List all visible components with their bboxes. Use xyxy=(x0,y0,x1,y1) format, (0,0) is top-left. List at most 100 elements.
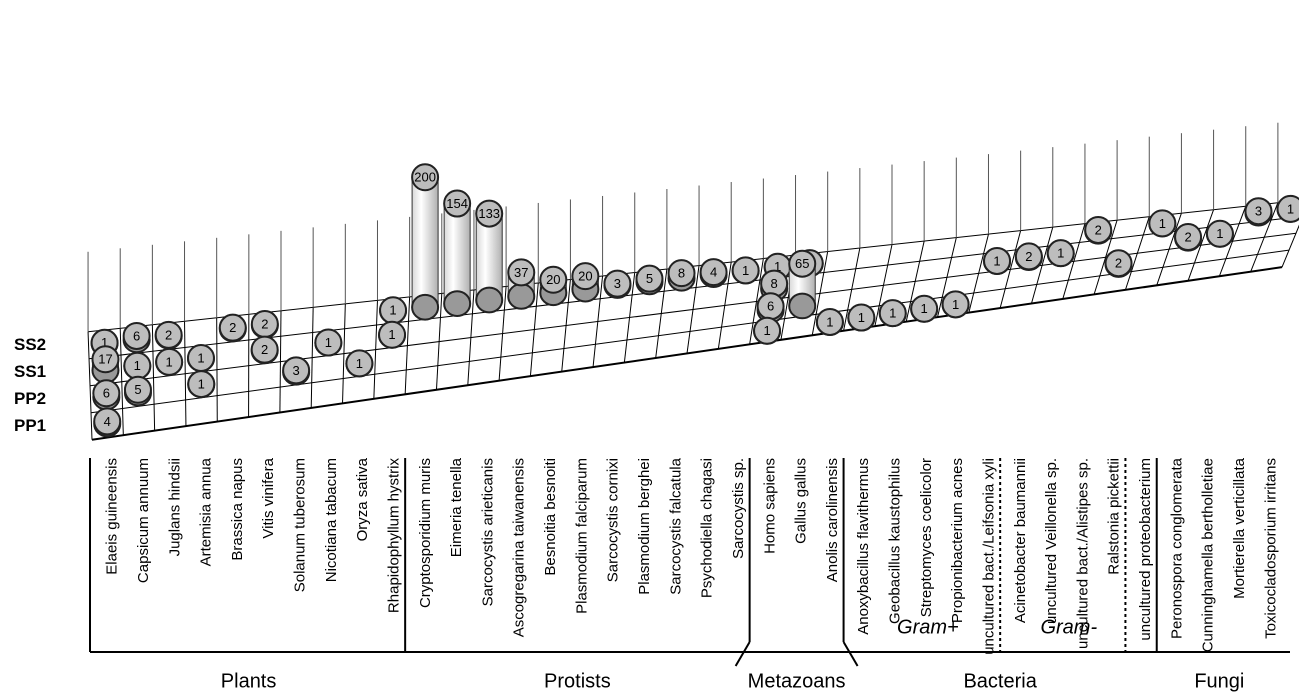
cylinder-top xyxy=(282,356,311,385)
grid-col-line xyxy=(1093,220,1118,295)
grid-col-line xyxy=(968,233,989,313)
category-label: Anoxybacillus flavithermus xyxy=(855,458,872,635)
cylinder-top xyxy=(815,307,844,336)
cylinder-top xyxy=(910,294,939,323)
grid-col-line xyxy=(686,265,700,354)
cylinder-top xyxy=(1276,194,1299,223)
category-label: Cryptosporidium muris xyxy=(417,458,434,608)
category-label: Toxicocladosporium irritans xyxy=(1262,458,1279,639)
cylinder-top xyxy=(1174,222,1203,251)
cylinder-top xyxy=(411,163,440,192)
cylinder-top xyxy=(699,258,728,287)
row-label: SS2 xyxy=(14,335,46,354)
cylinder-base xyxy=(475,286,504,314)
data-label: 1 xyxy=(889,306,896,321)
grid-col-line xyxy=(905,240,925,322)
data-label: 65 xyxy=(795,256,809,271)
cylinder-top xyxy=(571,262,600,291)
cylinder-base xyxy=(788,292,817,320)
category-label: uncultured proteobacterium xyxy=(1137,458,1154,641)
row-label: PP2 xyxy=(14,389,46,408)
category-label: Sarcocystis cornixi xyxy=(605,458,622,582)
cylinder-top xyxy=(91,345,120,374)
data-label: 1 xyxy=(826,314,833,329)
grid-col-line xyxy=(592,275,604,368)
cylinder-top xyxy=(941,290,970,319)
category-label: Acinetobacter baumannii xyxy=(1012,458,1029,623)
data-label: 2 xyxy=(165,327,172,342)
cylinder-base xyxy=(411,293,440,321)
data-label: 3 xyxy=(614,276,621,291)
category-label: Solanum tuberosum xyxy=(292,458,309,592)
category-label: Gallus gallus xyxy=(793,458,810,544)
grid-col-line xyxy=(1250,202,1279,272)
data-label: 1 xyxy=(134,358,141,373)
grid-col-line xyxy=(216,317,218,422)
data-label: 6 xyxy=(133,328,140,343)
category-label: Eimeria tenella xyxy=(448,457,465,557)
data-label: 1 xyxy=(1287,201,1294,216)
cylinder-top xyxy=(788,249,817,278)
data-label: 37 xyxy=(514,265,528,280)
category-label: Nicotiana tabacum xyxy=(323,458,340,582)
row-label: SS1 xyxy=(14,362,46,381)
cylinder-top xyxy=(93,407,122,436)
group-label: Bacteria xyxy=(963,670,1037,692)
grid-col-line xyxy=(999,230,1022,309)
grid-col-line xyxy=(373,300,378,399)
data-label: 2 xyxy=(261,342,268,357)
data-label: 8 xyxy=(771,276,778,291)
cylinder-top xyxy=(983,246,1012,275)
category-label: Plasmodium berghei xyxy=(636,458,653,595)
category-label: uncultured bact./Alistipes sp. xyxy=(1074,458,1091,649)
bracket-tick xyxy=(734,641,751,667)
category-label: Homo sapiens xyxy=(761,458,778,554)
front-edge xyxy=(91,266,1283,441)
bracket-tick xyxy=(842,641,859,667)
grid-col-line xyxy=(87,331,93,440)
category-label: Ascogregarina taiwanensis xyxy=(511,458,528,637)
cylinder-top xyxy=(314,328,343,357)
group-label: Protists xyxy=(544,670,611,692)
data-label: 2 xyxy=(1025,249,1032,264)
cylinder-top xyxy=(1084,215,1113,244)
grid-col-line xyxy=(498,286,507,381)
grid-col-line xyxy=(1156,213,1182,286)
data-label: 1 xyxy=(921,301,928,316)
grid-col-line xyxy=(1187,209,1215,281)
cylinder-top xyxy=(667,259,696,288)
category-label: Streptomyces coelicolor xyxy=(918,458,935,617)
cylinder-top xyxy=(250,335,279,364)
grid-col-line xyxy=(937,237,957,318)
category-label: Capsicum annuum xyxy=(135,458,152,583)
grid-col-line xyxy=(1030,226,1054,304)
data-label: 2 xyxy=(229,320,236,335)
grid-col-line xyxy=(749,258,764,345)
data-label: 1 xyxy=(101,335,108,350)
category-label: Besnoitia besnoiti xyxy=(542,458,559,576)
data-label: 1 xyxy=(742,263,749,278)
grid-col-line xyxy=(119,328,124,436)
grid-col-line xyxy=(342,303,346,404)
data-label: 1 xyxy=(952,297,959,312)
cylinder-top xyxy=(1046,239,1075,268)
cylinder-top xyxy=(123,375,152,404)
grid-col-line xyxy=(529,282,539,377)
data-label: 133 xyxy=(478,206,500,221)
cylinder-base xyxy=(507,283,536,310)
data-label: 1 xyxy=(1216,226,1223,241)
cylinder-top xyxy=(539,265,568,294)
row-label: PP1 xyxy=(14,416,46,435)
data-label: 2 xyxy=(1115,256,1122,271)
cylinder-base xyxy=(443,290,472,317)
cylinder-top xyxy=(443,189,472,218)
data-label: 5 xyxy=(134,382,141,397)
data-label: 3 xyxy=(293,363,300,378)
category-label: Plasmodium falciparum xyxy=(573,458,590,614)
category-label: Ralstonia pickettii xyxy=(1106,458,1123,575)
cylinder-top xyxy=(847,303,876,332)
grid-col-line xyxy=(843,247,861,331)
cylinder-top xyxy=(753,316,782,345)
data-label: 1 xyxy=(858,310,865,325)
data-label: 20 xyxy=(546,272,560,287)
